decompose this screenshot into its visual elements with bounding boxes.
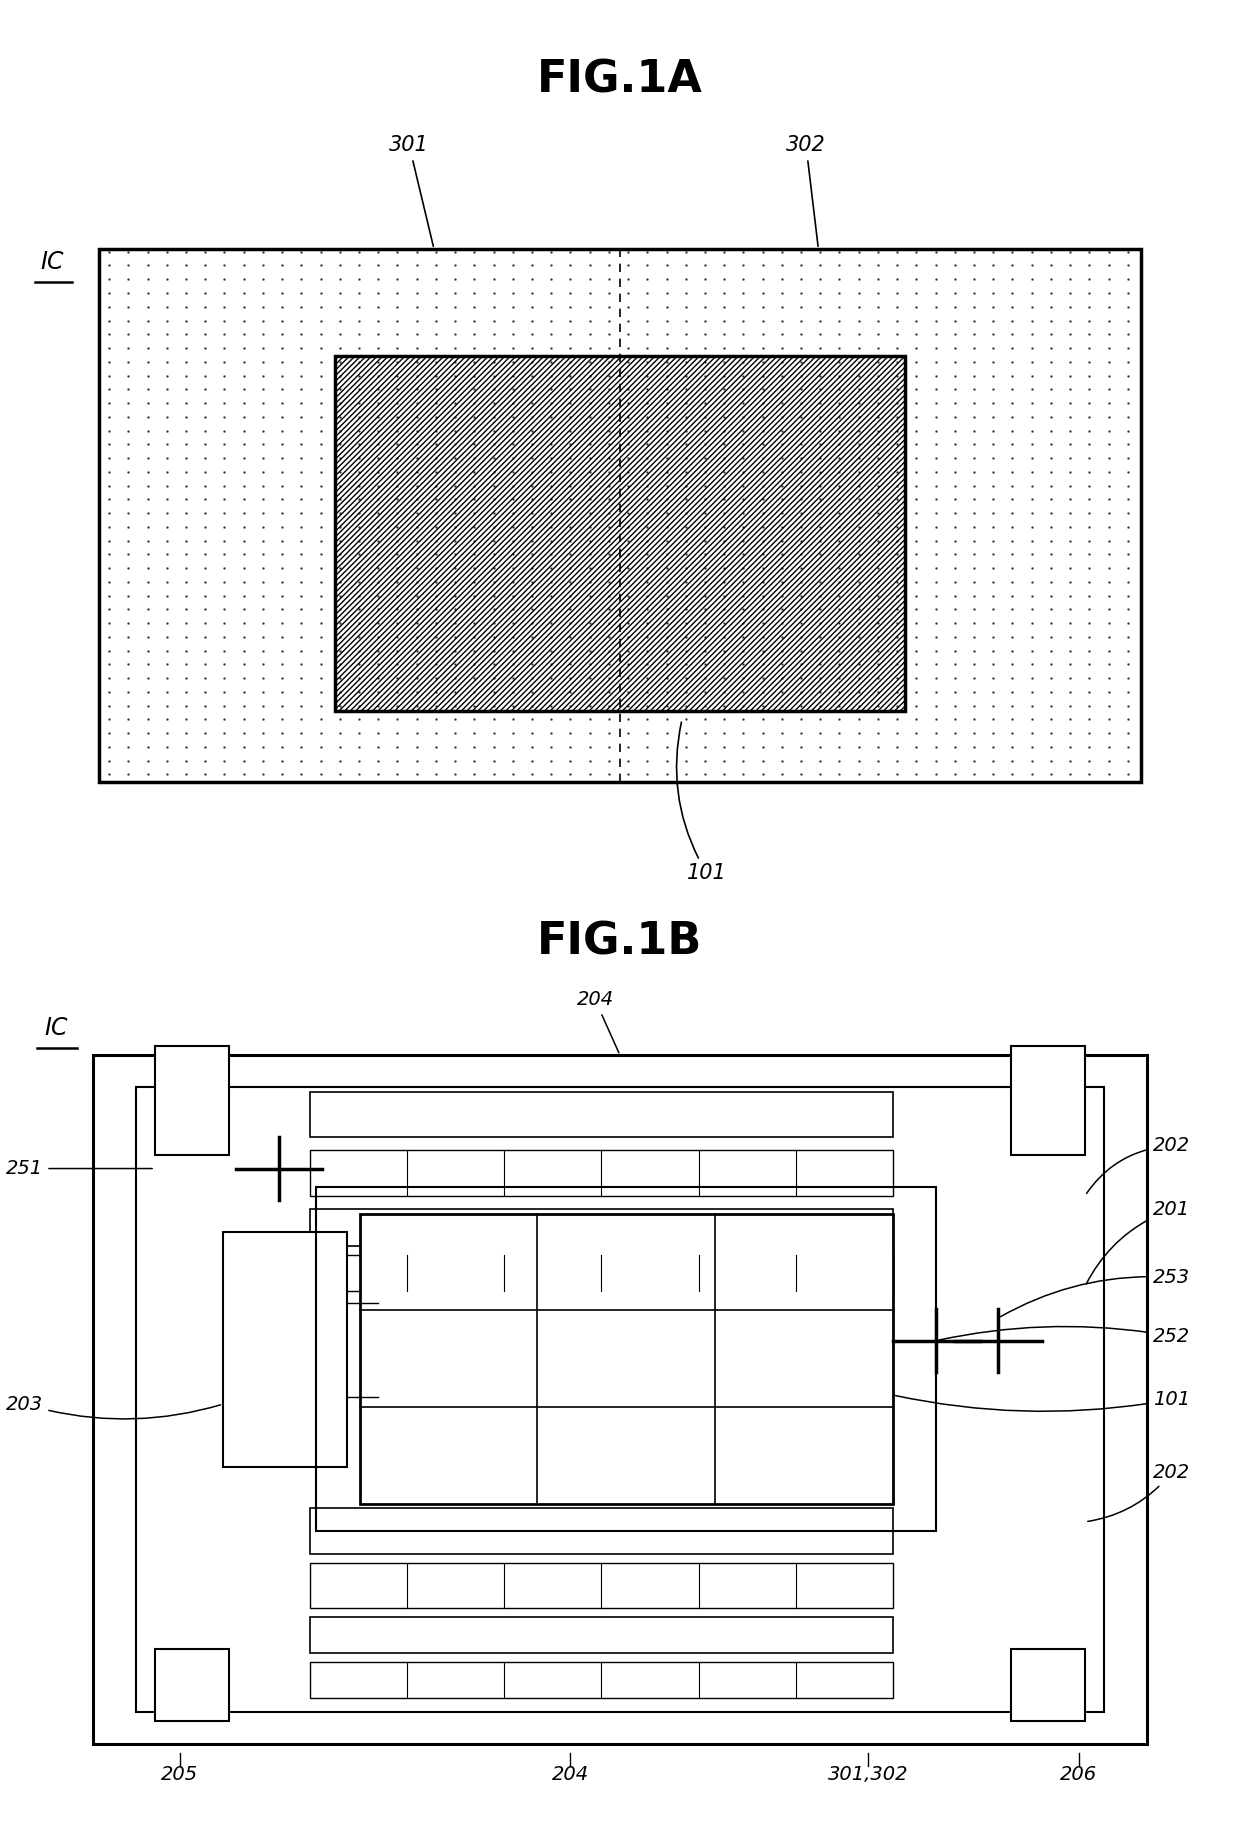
Text: 205: 205 [161,1764,198,1784]
Bar [155,1649,229,1720]
Text: 301,302: 301,302 [828,1764,908,1784]
Text: FIG.1A: FIG.1A [537,59,703,102]
Bar [310,1210,893,1246]
Bar [1011,1047,1085,1155]
Bar [1011,1649,1085,1720]
Bar [310,1255,893,1290]
Text: 206: 206 [1060,1764,1097,1784]
Text: 201: 201 [1086,1200,1190,1285]
Bar [310,1091,893,1136]
Text: 302: 302 [786,135,826,247]
Bar [360,1213,893,1504]
Bar [223,1232,347,1468]
Bar [335,355,905,710]
Text: 101: 101 [895,1391,1190,1411]
Text: 251: 251 [6,1158,153,1179]
Bar [335,355,905,710]
Text: FIG.1B: FIG.1B [537,920,703,964]
Text: 101: 101 [677,723,727,884]
Text: 301: 301 [389,135,433,247]
Bar [310,1563,893,1609]
Text: 202: 202 [1087,1462,1190,1521]
Text: 203: 203 [6,1394,221,1418]
Bar [155,1047,229,1155]
Bar [310,1618,893,1652]
Bar [99,249,1141,781]
Bar [310,1508,893,1554]
Text: IC: IC [45,1016,67,1039]
Bar [136,1087,1104,1713]
Text: 204: 204 [552,1764,589,1784]
Text: 252: 252 [939,1327,1190,1345]
Bar [310,1151,893,1195]
Text: 204: 204 [577,990,619,1052]
Bar [93,1056,1147,1744]
Text: 253: 253 [1001,1268,1190,1316]
Text: 202: 202 [1086,1136,1190,1193]
Bar [310,1662,893,1698]
Text: IC: IC [41,251,63,274]
Bar [316,1186,936,1532]
